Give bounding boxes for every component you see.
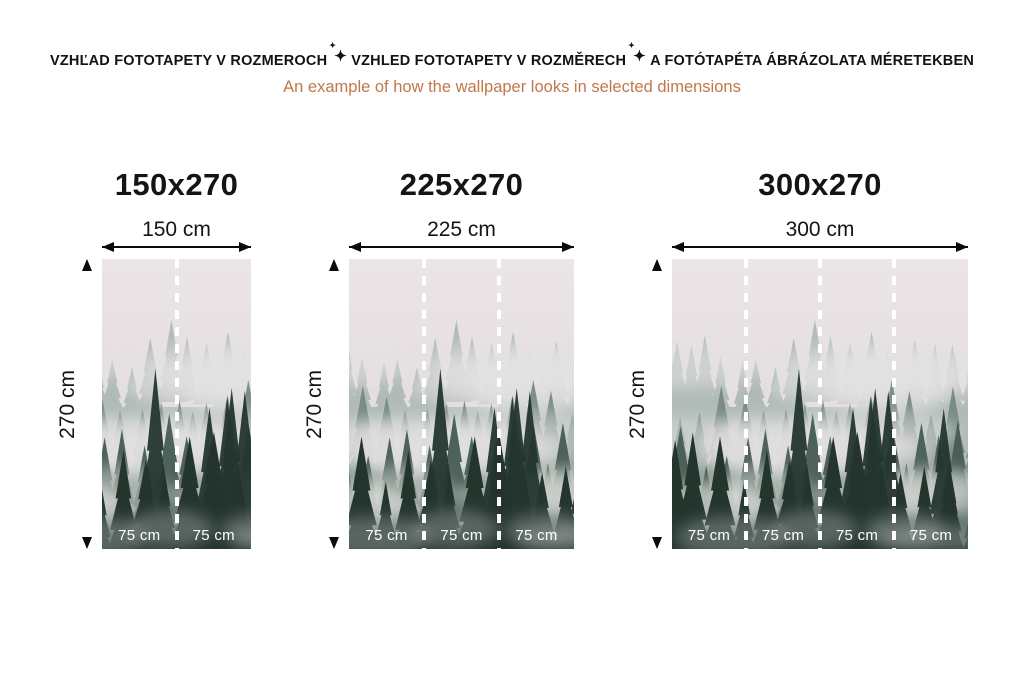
segment-label: 75 cm — [440, 527, 483, 544]
seam-line — [818, 259, 822, 549]
width-dimension-label: 300 cm — [785, 218, 855, 241]
height-dimension: 270 cm — [56, 259, 102, 549]
seam-line — [497, 259, 501, 549]
forest-illustration — [349, 259, 574, 549]
width-arrow — [349, 246, 574, 248]
figure-150x270: 150x270 150 cm 270 cm 75 cm 75 cm — [56, 167, 251, 549]
wallpaper-image: 75 cm 75 cm 75 cm 75 cm — [672, 259, 968, 549]
segment-label: 75 cm — [515, 527, 558, 544]
figure-300x270: 300x270 300 cm 270 cm 75 cm 75 cm 75 cm … — [626, 167, 968, 549]
height-dimension: 270 cm — [626, 259, 672, 549]
width-arrow — [672, 246, 968, 248]
segment-labels: 75 cm 75 cm 75 cm 75 cm — [672, 527, 968, 544]
title-part-sk: VZHĽAD FOTOTAPETY V ROZMEROCH — [49, 52, 328, 69]
seam-line — [892, 259, 896, 549]
sparkle-icon: ✦ ✦ — [628, 41, 646, 65]
width-dimension: 300 cm — [672, 218, 968, 259]
segment-label: 75 cm — [909, 527, 953, 544]
segment-label: 75 cm — [118, 527, 161, 544]
page-title: VZHĽAD FOTOTAPETY V ROZMEROCH ✦ ✦ VZHLED … — [0, 41, 1024, 72]
title-part-hu: A FOTÓTAPÉTA ÁBRÁZOLATA MÉRETEKBEN — [650, 52, 975, 69]
height-dimension-label: 270 cm — [303, 369, 326, 439]
figure-225x270: 225x270 225 cm 270 cm 75 cm 75 cm 75 cm — [303, 167, 574, 549]
segment-label: 75 cm — [687, 527, 731, 544]
size-title: 300x270 — [758, 167, 882, 202]
seam-line — [744, 259, 748, 549]
width-dimension: 150 cm — [102, 218, 251, 259]
segment-labels: 75 cm 75 cm 75 cm — [349, 527, 574, 544]
segment-label: 75 cm — [761, 527, 805, 544]
segment-label: 75 cm — [192, 527, 235, 544]
width-dimension: 225 cm — [349, 218, 574, 259]
width-dimension-label: 150 cm — [142, 218, 211, 241]
seam-line — [421, 259, 426, 549]
height-dimension-label: 270 cm — [626, 369, 649, 439]
size-figures: 150x270 150 cm 270 cm 75 cm 75 cm 225x27… — [0, 167, 1024, 549]
width-dimension-label: 225 cm — [427, 218, 496, 241]
height-dimension: 270 cm — [303, 259, 349, 549]
sparkle-icon: ✦ ✦ — [329, 41, 348, 65]
segment-label: 75 cm — [365, 527, 408, 544]
height-dimension-label: 270 cm — [56, 369, 79, 439]
wallpaper-image: 75 cm 75 cm 75 cm — [349, 259, 574, 549]
segment-labels: 75 cm 75 cm — [102, 527, 251, 544]
width-arrow — [102, 246, 251, 248]
seam-line — [174, 259, 179, 549]
page-subtitle: An example of how the wallpaper looks in… — [283, 78, 741, 96]
size-title: 150x270 — [114, 167, 239, 202]
wallpaper-image: 75 cm 75 cm — [102, 259, 251, 549]
segment-label: 75 cm — [835, 527, 879, 544]
page-header: VZHĽAD FOTOTAPETY V ROZMEROCH ✦ ✦ VZHLED … — [0, 0, 1024, 97]
title-part-cz: VZHLED FOTOTAPETY V ROZMĚRECH — [351, 52, 627, 69]
size-title: 225x270 — [399, 167, 524, 202]
